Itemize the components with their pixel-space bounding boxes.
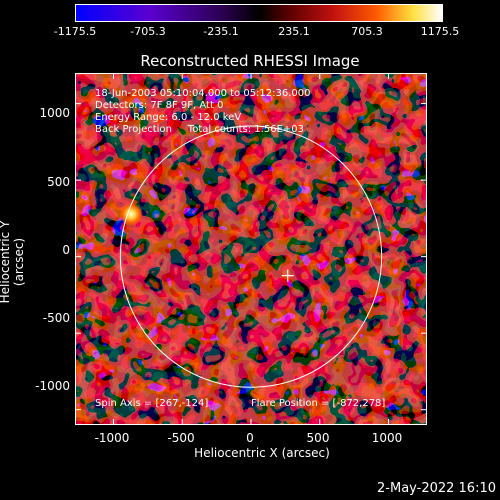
x-tick-label: -1000 <box>94 431 130 445</box>
image-texture <box>75 73 427 425</box>
spin-axis-label: Spin Axis = [267,-124] <box>95 398 209 409</box>
x-tick-label: -500 <box>167 431 195 445</box>
colorbar-tick: -705.3 <box>130 25 166 38</box>
colorbar-tick: 1175.5 <box>420 25 460 38</box>
y-tick-label: 0 <box>62 243 70 257</box>
flare-position-label: Flare Position = [-872,278] <box>251 398 386 409</box>
method-counts-label: Back Projection Total counts: 1.56E+03 <box>95 124 304 135</box>
timestamp: 2-May-2022 16:10 <box>377 481 496 496</box>
chart-title: Reconstructed RHESSI Image <box>140 52 360 70</box>
time-range-label: 18-Jun-2003 05:10:04.000 to 05:12:36.000 <box>95 88 311 99</box>
detectors-label: Detectors: 7F 8F 9F, Att 0 <box>95 100 224 111</box>
colorbar-tick: 235.1 <box>278 25 310 38</box>
colorbar <box>75 4 443 22</box>
x-tick-label: 1000 <box>371 431 403 445</box>
y-tick-label: -500 <box>42 311 70 325</box>
y-axis-label: Heliocentric Y (arcsec) <box>0 221 26 304</box>
y-tick-label: 500 <box>47 175 70 189</box>
energy-range-label: Energy Range: 6.0 - 12.0 keV <box>95 112 242 123</box>
colorbar-tick: -1175.5 <box>53 25 97 38</box>
plot-frame <box>75 73 427 425</box>
y-tick-label: 1000 <box>39 106 70 120</box>
x-tick-label: 500 <box>306 431 330 445</box>
rhessi-image <box>75 73 427 425</box>
colorbar-tick: 705.3 <box>351 25 383 38</box>
y-tick-label: -1000 <box>35 379 70 393</box>
x-tick-label: 0 <box>246 431 254 445</box>
colorbar-tick: -235.1 <box>203 25 239 38</box>
solar-limb <box>119 125 383 388</box>
x-axis-label: Heliocentric X (arcsec) <box>194 446 330 460</box>
spin-axis-marker <box>281 269 294 282</box>
